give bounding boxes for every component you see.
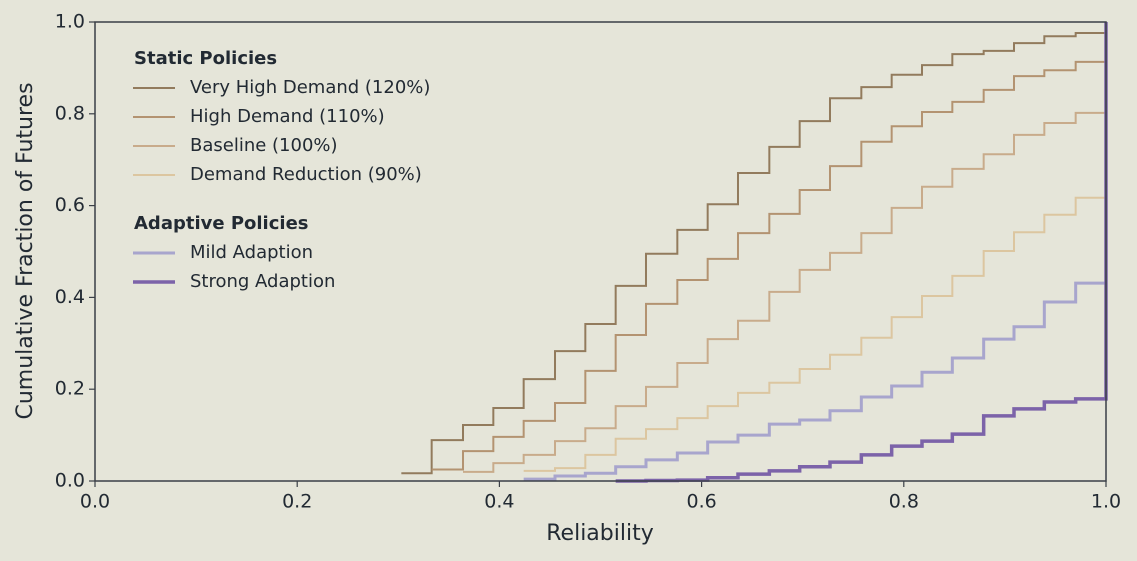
x-tick-label: 0.2 — [282, 491, 312, 513]
y-tick-label: 0.4 — [55, 286, 85, 308]
step-line — [401, 22, 1107, 475]
legend-label: Strong Adaption — [190, 271, 335, 292]
legend-label: Mild Adaption — [190, 242, 313, 263]
x-tick-label: 0.8 — [889, 491, 919, 513]
x-tick-label: 0.4 — [484, 491, 514, 513]
step-line — [523, 22, 1108, 481]
legend-label: Baseline (100%) — [190, 135, 338, 156]
x-tick-label: 0.6 — [686, 491, 716, 513]
plot-frame — [94, 21, 1107, 482]
legend-group-title: Adaptive Policies — [134, 213, 309, 234]
y-tick-label: 1.0 — [55, 11, 85, 33]
y-tick-label: 0.6 — [55, 194, 85, 216]
x-tick-label: 0.0 — [80, 491, 110, 513]
y-tick-label: 0.8 — [55, 102, 85, 124]
x-tick-label: 1.0 — [1091, 491, 1121, 513]
x-axis-label: Reliability — [546, 521, 654, 546]
legend-label: Demand Reduction (90%) — [190, 164, 422, 185]
legend-group-title: Static Policies — [134, 48, 277, 69]
y-tick-label: 0.0 — [55, 470, 85, 492]
step-line — [463, 22, 1107, 473]
legend-label: High Demand (110%) — [190, 106, 385, 127]
step-line — [615, 22, 1108, 483]
y-axis-label: Cumulative Fraction of Futures — [13, 82, 38, 419]
step-line — [523, 22, 1107, 472]
step-line — [431, 22, 1107, 471]
legend-label: Very High Demand (120%) — [190, 77, 430, 98]
y-tick-label: 0.2 — [55, 378, 85, 400]
